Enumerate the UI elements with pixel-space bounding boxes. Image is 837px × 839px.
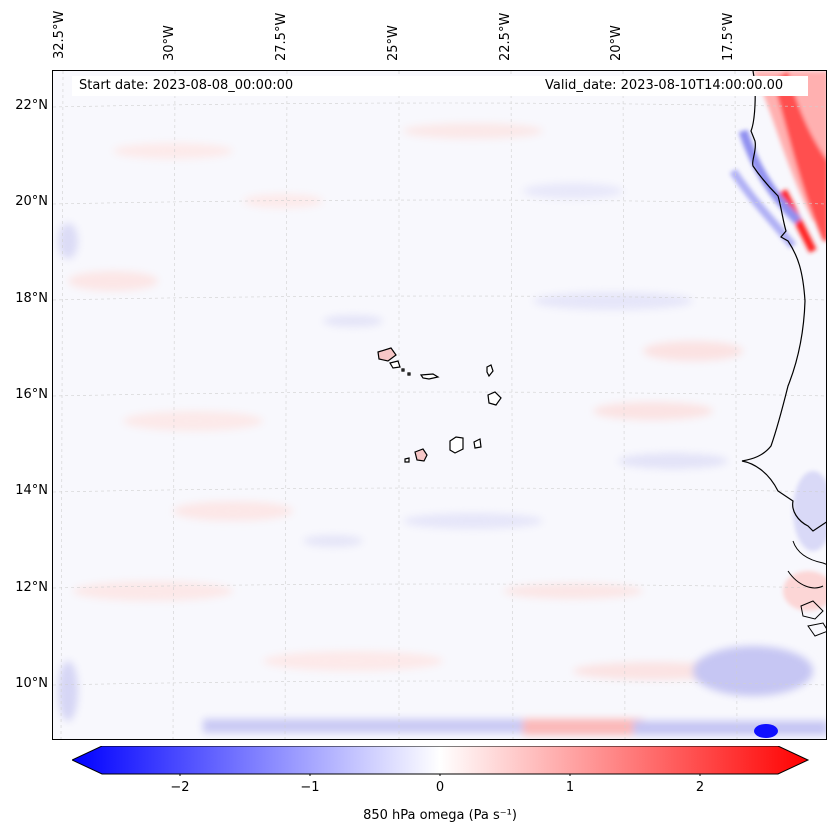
field-background [53, 71, 826, 739]
lon-label: 20°W [609, 25, 624, 61]
map-field-svg [53, 71, 826, 739]
colorbar [72, 746, 810, 776]
lat-label: 18°N [15, 291, 48, 306]
colorbar-tick-marks [179, 774, 701, 776]
lon-label: 32.5°W [52, 10, 67, 59]
casamance-coast [787, 570, 824, 589]
guinea-coast [807, 622, 826, 637]
gambia-coast [792, 540, 826, 565]
lat-label: 10°N [15, 676, 48, 691]
colorbar-tick-label: −2 [170, 780, 190, 795]
omega-map-panel [52, 70, 827, 740]
bottom-band [203, 646, 826, 735]
cape-verde-islands [377, 347, 502, 463]
lat-label: 16°N [15, 387, 48, 402]
africa-coastline [741, 71, 826, 532]
lon-label: 17.5°W [721, 12, 736, 61]
colorbar-tick-label: 2 [695, 780, 705, 795]
date-header-bar [72, 76, 808, 96]
graticule [53, 71, 826, 739]
strong-descent-spot [754, 724, 778, 738]
lon-label: 30°W [162, 25, 177, 61]
colorbar-tick-label: −1 [300, 780, 320, 795]
lon-label: 22.5°W [498, 12, 513, 61]
colorbar-tick-label: 0 [435, 780, 445, 795]
colorbar-gradient [72, 746, 810, 775]
coastal-bands [729, 71, 826, 611]
lat-label: 22°N [15, 98, 48, 113]
colorbar-tick-label: 1 [565, 780, 575, 795]
field-texture [58, 123, 743, 721]
colorbar-title: 850 hPa omega (Pa s⁻¹) [363, 808, 517, 823]
lon-label: 27.5°W [274, 12, 289, 61]
start-date-label: Start date: 2023-08-08_00:00:00 [79, 78, 294, 93]
lon-label: 25°W [386, 25, 401, 61]
lat-label: 14°N [15, 483, 48, 498]
lat-label: 12°N [15, 580, 48, 595]
lat-label: 20°N [15, 194, 48, 209]
bissagos-islands [800, 600, 824, 620]
valid-date-label: Valid_date: 2023-08-10T14:00:00.00 [545, 78, 784, 93]
